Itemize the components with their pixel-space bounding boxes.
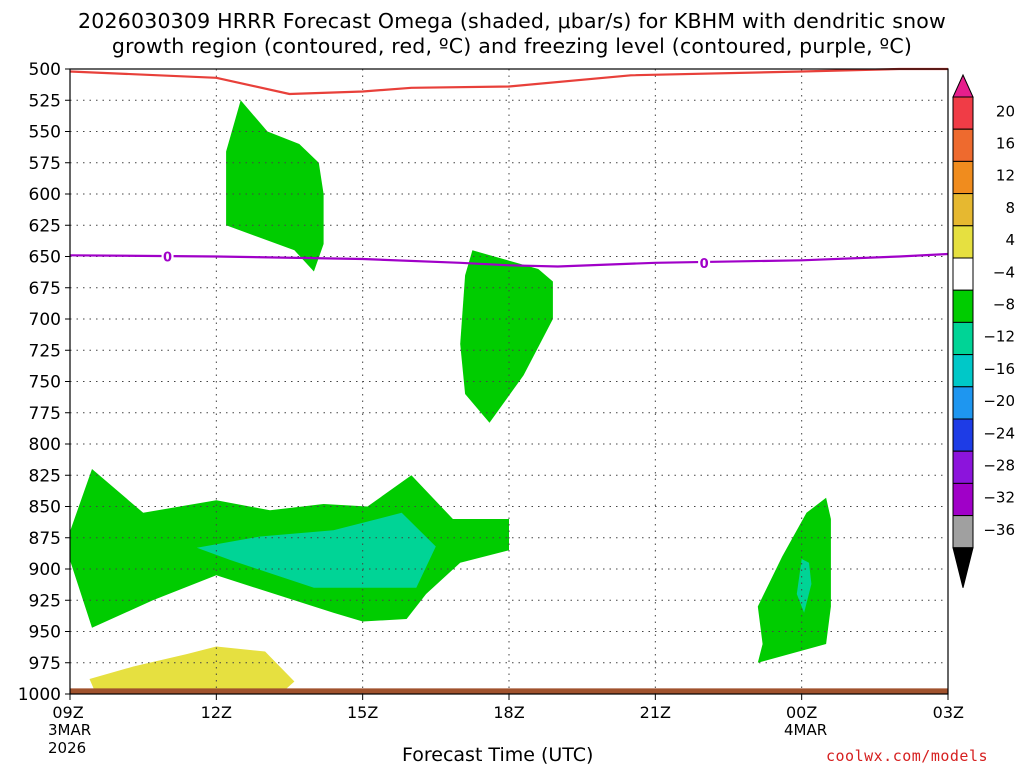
freezing-level-contour-label: 0 bbox=[700, 257, 709, 272]
dgz-contour-line bbox=[69, 67, 948, 96]
x-tick-label: 21Z bbox=[640, 703, 671, 722]
y-tick-label: 625 bbox=[29, 216, 61, 236]
y-tick-label: 600 bbox=[29, 185, 61, 205]
y-tick-label: 925 bbox=[29, 591, 61, 611]
y-tick-label: 825 bbox=[29, 466, 61, 486]
green-omega-region bbox=[757, 497, 831, 663]
colorbar-level-label: 8 bbox=[1005, 199, 1015, 217]
teal-omega-region bbox=[796, 559, 812, 613]
colorbar-segment bbox=[952, 257, 974, 291]
freezing-level-label-bg bbox=[161, 248, 174, 264]
colorbar-level-label: 20 bbox=[996, 102, 1015, 120]
chart-title-line-2: growth region (contoured, red, ºC) and f… bbox=[111, 34, 913, 58]
y-tick-label: 900 bbox=[29, 560, 61, 580]
colorbar-segment bbox=[952, 193, 974, 227]
y-tick-label: 650 bbox=[29, 248, 61, 268]
colorbar-level-label: −12 bbox=[983, 328, 1015, 346]
x-tick-label: 03Z bbox=[933, 703, 964, 722]
y-tick-label: 875 bbox=[29, 529, 61, 549]
colorbar-level-label: 16 bbox=[996, 135, 1015, 153]
green-omega-region bbox=[226, 100, 324, 272]
colorbar-bottom-arrow bbox=[952, 547, 974, 588]
x-axis-title: Forecast Time (UTC) bbox=[402, 744, 594, 766]
colorbar-segment bbox=[952, 482, 974, 517]
y-tick-label: 500 bbox=[29, 60, 61, 80]
y-tick-label: 750 bbox=[29, 373, 61, 393]
y-tick-label: 775 bbox=[29, 404, 61, 424]
x-tick-label: 00Z bbox=[786, 703, 817, 722]
colorbar-segment bbox=[952, 418, 974, 452]
x-tick-label: 12Z bbox=[201, 703, 232, 722]
colorbar-level-label: −36 bbox=[983, 521, 1015, 539]
y-tick-label: 725 bbox=[29, 341, 61, 361]
colorbar-segment bbox=[952, 160, 974, 195]
colorbar-level-label: −32 bbox=[983, 489, 1015, 507]
freezing-level-line bbox=[69, 252, 949, 268]
colorbar-segment bbox=[952, 321, 974, 356]
yellow-omega-region bbox=[89, 646, 295, 691]
y-tick-label: 675 bbox=[29, 279, 61, 299]
start-date-label: 3MAR bbox=[48, 721, 92, 739]
colorbar-segment bbox=[952, 225, 974, 259]
colorbar-level-label: −16 bbox=[983, 360, 1015, 378]
y-tick-label: 575 bbox=[29, 154, 61, 174]
next-date-label: 4MAR bbox=[784, 721, 828, 739]
colorbar-level-label: −8 bbox=[993, 296, 1015, 314]
x-tick-label: 18Z bbox=[493, 703, 524, 722]
x-tick-label: 09Z bbox=[52, 703, 83, 722]
colorbar-level-label: −4 bbox=[993, 263, 1015, 281]
y-tick-label: 800 bbox=[29, 435, 61, 455]
y-tick-label: 850 bbox=[29, 498, 61, 518]
colorbar-segment bbox=[952, 354, 974, 388]
y-tick-label: 550 bbox=[29, 123, 61, 143]
credit-text[interactable]: coolwx.com/models bbox=[826, 747, 989, 765]
freezing-level-contour-label: 0 bbox=[163, 251, 172, 266]
green-omega-region bbox=[460, 250, 553, 423]
start-year-label: 2026 bbox=[48, 739, 87, 757]
colorbar-level-label: −28 bbox=[983, 457, 1015, 475]
colorbar-segment bbox=[952, 515, 974, 549]
colorbar-segment bbox=[952, 386, 974, 420]
colorbar-top-arrow bbox=[952, 73, 974, 98]
colorbar-segment bbox=[952, 128, 974, 162]
chart-title-line-1: 2026030309 HRRR Forecast Omega (shaded, … bbox=[77, 9, 947, 33]
freezing-level-label-bg bbox=[698, 254, 711, 270]
ground-strip bbox=[70, 688, 948, 694]
x-tick-label: 15Z bbox=[347, 703, 378, 722]
colorbar-level-label: −20 bbox=[983, 392, 1015, 410]
y-tick-label: 1000 bbox=[18, 685, 61, 705]
y-tick-label: 975 bbox=[29, 654, 61, 674]
colorbar-segment bbox=[952, 450, 974, 484]
colorbar-segment bbox=[952, 289, 974, 323]
y-tick-label: 950 bbox=[29, 623, 61, 643]
colorbar-level-label: 4 bbox=[1005, 231, 1015, 249]
colorbar-level-label: −24 bbox=[983, 424, 1015, 442]
y-tick-label: 700 bbox=[29, 310, 61, 330]
y-tick-label: 525 bbox=[29, 91, 61, 111]
colorbar-level-label: 12 bbox=[996, 167, 1015, 185]
colorbar-segment bbox=[952, 96, 974, 130]
